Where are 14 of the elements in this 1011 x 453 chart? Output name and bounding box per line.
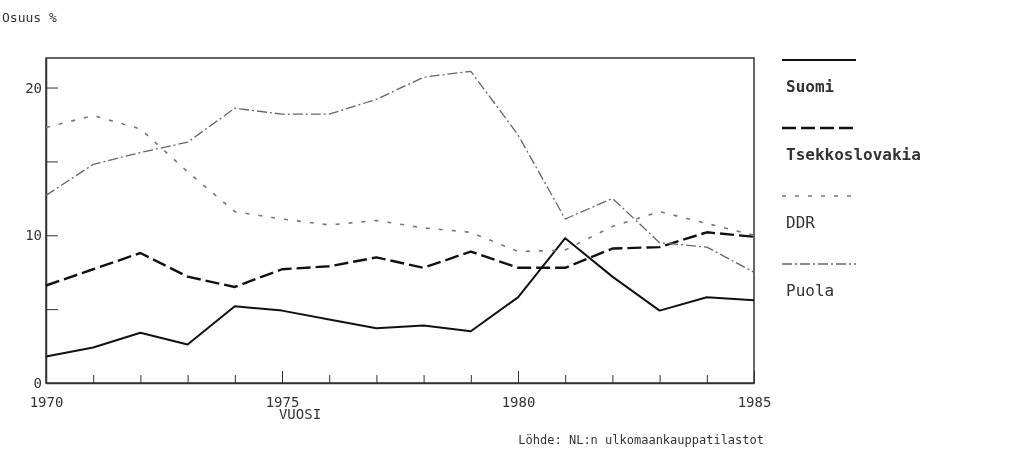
line-series	[45, 114, 755, 253]
y-tick-label: 10	[25, 227, 42, 244]
legend-label: Suomi	[786, 77, 835, 96]
legend-label: DDR	[786, 213, 816, 232]
legend-label: Tsekkoslovakia	[786, 145, 921, 164]
line-series	[45, 70, 755, 273]
legend-label: Puola	[786, 281, 835, 300]
x-tick-label: 1980	[501, 393, 536, 410]
x-tick-label: 1985	[737, 393, 772, 410]
y-tick-label: 0	[33, 374, 42, 391]
text: Löhde: NL:n ulkomaankauppatilastot	[518, 433, 764, 447]
y-tick-label: 20	[25, 79, 42, 96]
y-axis-title: Osuus %	[2, 10, 57, 25]
x-tick-label: 1970	[29, 393, 64, 410]
